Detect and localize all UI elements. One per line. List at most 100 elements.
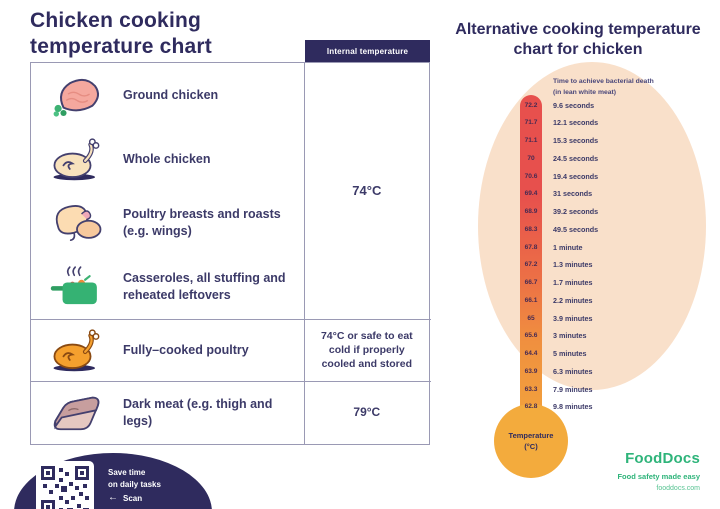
qr-caption: Save time on daily tasks (108, 467, 161, 491)
temperature-column: 74°C 74°C or safe to eat cold if properl… (305, 63, 429, 444)
brand-block: FoodDocs Food safety made easy fooddocs.… (520, 450, 700, 492)
kill-time-label: 3.9 minutes (553, 313, 593, 323)
poultry-breast-icon (31, 199, 123, 247)
kill-time-label: 7.9 minutes (553, 384, 593, 394)
table-row: Casseroles, all stuffing and reheated le… (31, 255, 304, 319)
kill-time-label: 1.7 minutes (553, 278, 593, 287)
thermometer-row: 63.9 6.3 minutes (520, 366, 690, 376)
kill-time-label: 6.3 minutes (553, 366, 593, 376)
temp-value-fully-cooked: 74°C or safe to eat cold if properly coo… (320, 329, 413, 371)
food-label: Fully–cooked poultry (123, 342, 249, 357)
thermometer-row: 62.8 9.8 minutes (520, 402, 690, 412)
thermometer-row: 63.3 7.9 minutes (520, 384, 690, 394)
temp-value-dark-meat: 79°C (353, 405, 381, 420)
temperature-tick: 68.3 (524, 225, 538, 233)
qr-code (36, 461, 94, 509)
temperature-tick: 64.4 (524, 350, 538, 357)
scan-label: Scan (123, 493, 143, 503)
thermometer-row: 71.7 12.1 seconds (520, 118, 690, 128)
temperature-tick: 63.9 (524, 367, 538, 375)
left-arrow-icon: ← (108, 492, 118, 503)
kill-time-label: 1 minute (553, 242, 583, 252)
thermometer-row: 67.8 1 minute (520, 242, 690, 252)
thermometer-bar (520, 95, 542, 425)
note-line2: (in lean white meat) (553, 88, 617, 96)
thermometer-row: 70 24.5 seconds (520, 153, 690, 163)
table-row: Dark meat (e.g. thigh and legs) (31, 381, 304, 444)
background-circle (478, 62, 706, 390)
table-row: Ground chicken (31, 63, 304, 127)
internal-temperature-header: Internal temperature (305, 40, 430, 62)
row-divider (31, 319, 431, 320)
temperature-tick: 67.8 (524, 243, 538, 251)
whole-chicken-icon (31, 135, 123, 183)
temperature-tick: 71.7 (524, 119, 538, 127)
temperature-tick: 68.9 (524, 208, 538, 215)
thermometer-row: 70.6 19.4 seconds (520, 171, 690, 181)
temperature-tick: 63.3 (524, 385, 538, 393)
ground-chicken-icon (31, 72, 123, 118)
thermometer-scale: 72.2 9.6 seconds 71.7 12.1 seconds 71.1 … (520, 100, 690, 412)
temperature-tick: 65.6 (524, 332, 538, 340)
bulb-label: Temperature (°C) (508, 430, 554, 451)
food-temperature-table: Ground chicken Whole chicken (30, 62, 431, 445)
kill-time-label: 12.1 seconds (553, 118, 599, 128)
casserole-icon (31, 262, 123, 312)
temperature-tick: 67.2 (524, 261, 538, 269)
temp-value-merged: 74°C (352, 183, 382, 199)
table-row: Whole chicken (31, 127, 304, 191)
kill-time-label: 31 seconds (553, 189, 593, 199)
kill-time-label: 15.3 seconds (553, 136, 599, 145)
thermometer-row: 68.3 49.5 seconds (520, 224, 690, 234)
note-line1: Time to achieve bacterial death (553, 78, 654, 85)
bacterial-death-note: Time to achieve bacterial death (in lean… (553, 77, 678, 98)
temperature-tick: 72.2 (524, 101, 538, 109)
temperature-tick: 65 (527, 314, 535, 322)
food-label: Dark meat (e.g. thigh and legs) (123, 396, 273, 428)
brand-website: fooddocs.com (656, 485, 700, 492)
thermometer-row: 67.2 1.3 minutes (520, 260, 690, 270)
thermometer-row: 65 3.9 minutes (520, 313, 690, 323)
kill-time-label: 1.3 minutes (553, 260, 593, 270)
row-divider (31, 381, 431, 382)
food-label: Poultry breasts and roasts (e.g. wings) (123, 207, 281, 238)
temperature-tick: 66.1 (524, 296, 538, 304)
brand-tagline: Food safety made easy (617, 472, 700, 481)
kill-time-label: 5 minutes (553, 349, 587, 358)
thermometer-row: 64.4 5 minutes (520, 349, 690, 359)
temperature-tick: 66.7 (524, 279, 538, 286)
kill-time-label: 39.2 seconds (553, 207, 599, 216)
table-row: Poultry breasts and roasts (e.g. wings) (31, 191, 304, 255)
kill-time-label: 9.8 minutes (553, 402, 593, 412)
cooked-poultry-icon (31, 326, 123, 374)
temperature-tick: 69.4 (524, 190, 538, 198)
temperature-tick: 71.1 (524, 137, 538, 144)
dark-meat-icon (31, 390, 123, 436)
kill-time-label: 19.4 seconds (553, 171, 599, 181)
page-title: Chicken cooking temperature chart (30, 9, 212, 58)
alt-chart-title: Alternative cooking temperature chart fo… (455, 21, 701, 58)
thermometer-row: 68.9 39.2 seconds (520, 207, 690, 217)
kill-time-label: 9.6 seconds (553, 100, 595, 110)
kill-time-label: 2.2 minutes (553, 295, 593, 305)
thermometer-row: 66.7 1.7 minutes (520, 278, 690, 288)
brand-logo: FoodDocs (625, 450, 700, 467)
thermometer-row: 69.4 31 seconds (520, 189, 690, 199)
qr-caption-line2: on daily tasks (108, 480, 161, 489)
thermometer-row: 72.2 9.6 seconds (520, 100, 690, 110)
temperature-tick: 62.8 (524, 403, 538, 411)
qr-caption-line1: Save time (108, 468, 146, 477)
kill-time-label: 49.5 seconds (553, 224, 599, 234)
scan-cta: ← Scan (108, 493, 142, 503)
table-row: Fully–cooked poultry (31, 319, 304, 381)
temperature-tick: 70 (527, 154, 535, 162)
food-column: Ground chicken Whole chicken (31, 63, 305, 444)
food-label: Ground chicken (123, 87, 219, 102)
temperature-tick: 70.6 (524, 172, 538, 180)
thermometer-bulb: Temperature (°C) (494, 404, 568, 478)
thermometer-row: 65.6 3 minutes (520, 331, 690, 341)
food-label: Whole chicken (123, 151, 211, 166)
thermometer-row: 66.1 2.2 minutes (520, 295, 690, 305)
food-label: Casseroles, all stuffing and reheated le… (123, 271, 286, 302)
